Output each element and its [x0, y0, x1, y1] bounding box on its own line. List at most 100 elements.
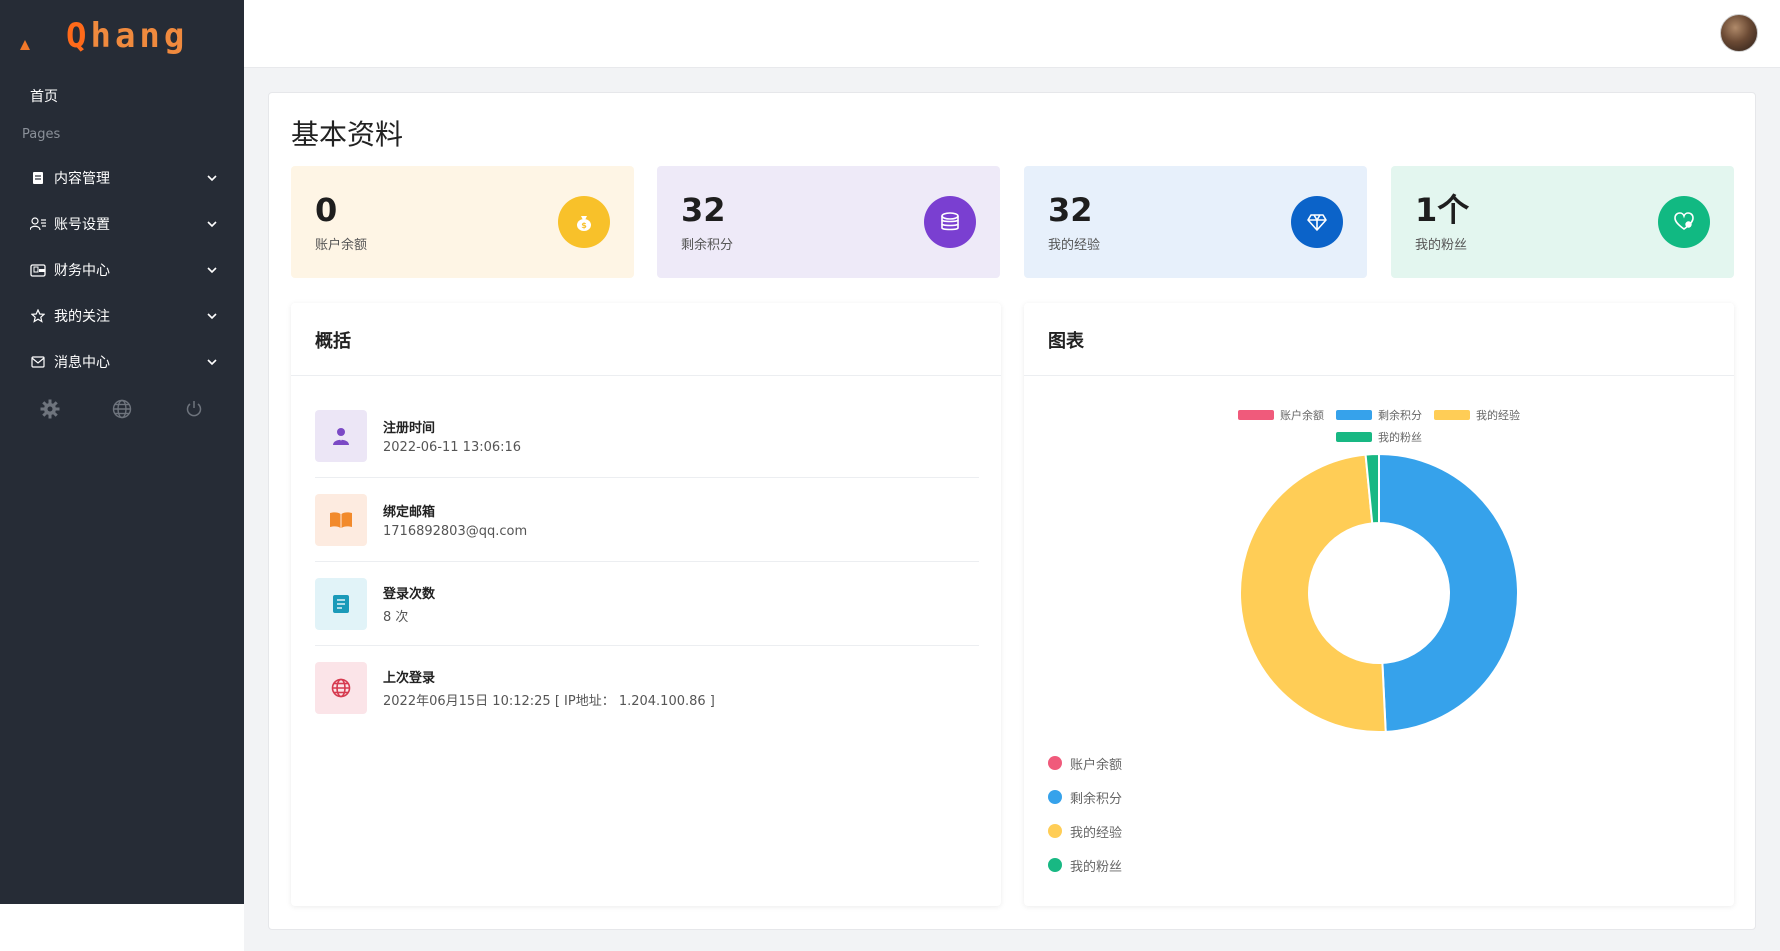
- svg-text:$: $: [581, 221, 587, 230]
- stat-value: 32: [1048, 191, 1093, 229]
- diamond-icon: [1291, 196, 1343, 248]
- info-value: 2022年06月15日 10:12:25 [ IP地址： 1.204.100.8…: [383, 694, 715, 709]
- logo[interactable]: Qhang: [20, 16, 188, 56]
- globe-icon: [315, 662, 367, 714]
- legend-label: 账户余额: [1280, 409, 1324, 422]
- sidebar-item-content[interactable]: 内容管理: [0, 155, 244, 201]
- stat-label: 我的粉丝: [1415, 238, 1468, 253]
- info-title: 上次登录: [383, 671, 436, 686]
- info-value: 2022-06-11 13:06:16: [383, 439, 522, 455]
- chevron-down-icon: [207, 267, 217, 274]
- globe-icon[interactable]: [111, 398, 133, 420]
- legend-item[interactable]: 剩余积分: [1336, 407, 1422, 423]
- stat-label: 账户余额: [315, 238, 368, 253]
- sidebar-item-account[interactable]: 账号设置: [0, 201, 244, 247]
- legend-dot: [1048, 756, 1062, 770]
- legend-label: 我的经验: [1070, 825, 1123, 841]
- nav-home[interactable]: 首页: [30, 89, 58, 105]
- legend-label: 剩余积分: [1378, 409, 1422, 422]
- info-row-email: 绑定邮箱 1716892803@qq.com: [315, 478, 979, 562]
- sidebar-item-messages[interactable]: 消息中心: [0, 339, 244, 385]
- legend-item[interactable]: 账户余额: [1048, 746, 1122, 780]
- book-open-icon: [315, 493, 367, 546]
- legend-item[interactable]: 剩余积分: [1048, 780, 1122, 814]
- logo-text: Qhang: [66, 16, 189, 56]
- stat-value: 1个: [1415, 191, 1470, 229]
- chart-legend-side: 账户余额剩余积分我的经验我的粉丝: [1048, 746, 1122, 882]
- legend-item[interactable]: 我的经验: [1434, 407, 1520, 423]
- legend-label: 剩余积分: [1070, 791, 1123, 807]
- logo-mark-icon: [20, 40, 30, 50]
- donut-slice[interactable]: [1364, 452, 1380, 525]
- legend-label: 我的粉丝: [1070, 859, 1123, 875]
- stat-label: 剩余积分: [681, 238, 734, 253]
- sidebar-item-follow[interactable]: 我的关注: [0, 293, 244, 339]
- legend-swatch: [1336, 410, 1372, 420]
- nav-section-label: Pages: [22, 127, 61, 142]
- sidebar-item-label: 内容管理: [54, 171, 110, 187]
- legend-item[interactable]: 账户余额: [1238, 407, 1324, 423]
- info-row-login-count: 登录次数 8 次: [315, 562, 979, 646]
- sidebar: Qhang 首页 Pages 内容管理 账号设置 财务中心: [0, 0, 244, 904]
- legend-label: 我的经验: [1476, 409, 1520, 422]
- chevron-down-icon: [207, 175, 217, 182]
- nav-list: 内容管理 账号设置 财务中心 我的关注: [0, 155, 244, 385]
- info-title: 绑定邮箱: [383, 504, 436, 520]
- info-value: 8 次: [383, 609, 409, 625]
- user-icon: [315, 409, 367, 462]
- legend-dot: [1048, 790, 1062, 804]
- sidebar-tools: [0, 398, 244, 420]
- sidebar-item-label: 我的关注: [54, 309, 110, 325]
- info-title: 登录次数: [383, 586, 436, 602]
- stat-value: 32: [681, 191, 726, 229]
- legend-swatch: [1434, 410, 1470, 420]
- chevron-down-icon: [207, 221, 217, 228]
- stat-value: 0: [315, 191, 338, 229]
- notebook-icon: [315, 577, 367, 630]
- money-bag-icon: $: [558, 196, 610, 248]
- star-icon: [30, 308, 46, 324]
- legend-dot: [1048, 824, 1062, 838]
- stat-card-balance: 0 账户余额 $: [291, 166, 634, 278]
- overview-card: 概括 注册时间 2022-06-11 13:06:16 绑定邮箱 1716892…: [291, 303, 1001, 906]
- chart-title: 图表: [1024, 303, 1734, 376]
- gear-icon[interactable]: [39, 398, 61, 420]
- legend-label: 我的粉丝: [1378, 431, 1422, 444]
- mail-icon: [30, 354, 46, 370]
- heart-icon: [1658, 196, 1710, 248]
- info-value: 1716892803@qq.com: [383, 523, 528, 539]
- overview-title: 概括: [291, 303, 1001, 376]
- chevron-down-icon: [207, 313, 217, 320]
- wallet-icon: [30, 262, 46, 278]
- stat-card-fans: 1个 我的粉丝: [1391, 166, 1734, 278]
- top-header: [244, 0, 1780, 68]
- stat-label: 我的经验: [1048, 238, 1101, 253]
- database-icon: [924, 196, 976, 248]
- donut-slice[interactable]: [1238, 453, 1387, 733]
- sidebar-item-label: 财务中心: [54, 263, 110, 279]
- legend-swatch: [1336, 432, 1372, 442]
- info-row-last-login: 上次登录 2022年06月15日 10:12:25 [ IP地址： 1.204.…: [315, 646, 979, 730]
- chart-legend-top: 账户余额 剩余积分 我的经验我的粉丝: [1229, 407, 1529, 451]
- chart-card: 图表 账户余额 剩余积分 我的经验 我的粉丝 账户余额 剩余积分 我的经验 我的粉丝: [1024, 303, 1734, 906]
- info-title: 注册时间: [383, 420, 436, 436]
- legend-swatch: [1238, 410, 1274, 420]
- document-icon: [30, 170, 46, 186]
- sidebar-item-label: 消息中心: [54, 355, 110, 371]
- power-icon[interactable]: [183, 398, 205, 420]
- legend-item[interactable]: 我的经验: [1048, 814, 1122, 848]
- chevron-down-icon: [207, 359, 217, 366]
- sidebar-item-label: 账号设置: [54, 217, 110, 233]
- legend-label: 账户余额: [1070, 757, 1123, 773]
- legend-item[interactable]: 我的粉丝: [1336, 429, 1422, 445]
- page-title: 基本资料: [291, 118, 404, 151]
- donut-slice[interactable]: [1378, 452, 1519, 733]
- legend-item[interactable]: 我的粉丝: [1048, 848, 1122, 882]
- sidebar-item-finance[interactable]: 财务中心: [0, 247, 244, 293]
- legend-dot: [1048, 858, 1062, 872]
- stat-card-points: 32 剩余积分: [657, 166, 1000, 278]
- avatar[interactable]: [1720, 14, 1758, 52]
- stat-card-experience: 32 我的经验: [1024, 166, 1367, 278]
- donut-chart: [1238, 452, 1519, 733]
- user-settings-icon: [30, 216, 46, 232]
